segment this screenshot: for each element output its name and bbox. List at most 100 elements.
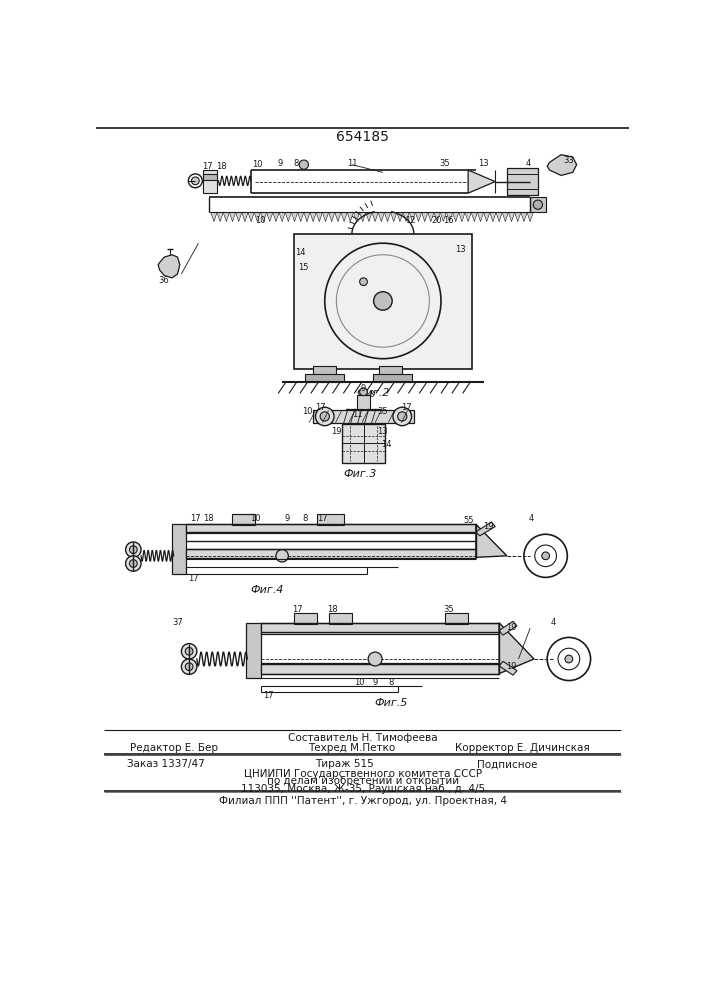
Bar [357, 395, 370, 409]
Bar [232, 514, 255, 525]
Bar [293, 613, 317, 624]
Text: 12: 12 [404, 216, 415, 225]
Text: 19: 19 [506, 623, 517, 632]
Text: Редактор Е. Бер: Редактор Е. Бер [129, 743, 218, 753]
Circle shape [565, 655, 573, 663]
Text: 17: 17 [263, 691, 274, 700]
Text: Техред М.Петко: Техред М.Петко [308, 743, 395, 753]
Text: 4: 4 [525, 159, 530, 168]
Text: 35: 35 [443, 605, 454, 614]
Circle shape [360, 388, 368, 396]
Bar [203, 170, 217, 193]
Polygon shape [416, 212, 421, 222]
Bar [313, 410, 414, 423]
Polygon shape [428, 212, 434, 222]
Text: 14: 14 [382, 440, 392, 449]
Polygon shape [341, 212, 347, 222]
Text: 16: 16 [443, 216, 454, 225]
Bar [445, 613, 468, 624]
Circle shape [182, 659, 197, 674]
Polygon shape [285, 212, 291, 222]
Text: Фиг.2: Фиг.2 [356, 388, 390, 398]
Polygon shape [468, 170, 495, 193]
Text: 17: 17 [315, 403, 326, 412]
Bar [507, 168, 538, 195]
Bar [172, 524, 186, 574]
Text: 17: 17 [317, 514, 328, 523]
Text: 33: 33 [563, 156, 574, 165]
Text: 4: 4 [529, 514, 534, 523]
Polygon shape [273, 212, 279, 222]
Polygon shape [499, 661, 517, 675]
Bar [346, 409, 380, 424]
Text: 17: 17 [189, 574, 199, 583]
Text: ЦНИИПИ Государственного комитета СССР: ЦНИИПИ Государственного комитета СССР [244, 769, 481, 779]
Polygon shape [230, 212, 235, 222]
Polygon shape [476, 522, 495, 536]
Polygon shape [372, 212, 378, 222]
Bar [313, 366, 337, 376]
Text: 10: 10 [252, 160, 262, 169]
Text: 36: 36 [158, 276, 169, 285]
Text: 8: 8 [388, 678, 393, 687]
Text: 9: 9 [373, 678, 378, 687]
Circle shape [126, 542, 141, 557]
Text: 9: 9 [277, 159, 282, 168]
Polygon shape [335, 212, 341, 222]
Polygon shape [465, 212, 472, 222]
Text: Составитель Н. Тимофеева: Составитель Н. Тимофеева [288, 733, 438, 743]
Circle shape [185, 647, 193, 655]
Polygon shape [304, 212, 310, 222]
Text: 17: 17 [401, 403, 411, 412]
Polygon shape [378, 212, 385, 222]
Polygon shape [508, 212, 515, 222]
Circle shape [276, 550, 288, 562]
Bar [186, 549, 476, 558]
Bar [186, 524, 476, 533]
Polygon shape [248, 212, 255, 222]
Text: Корректор Е. Дичинская: Корректор Е. Дичинская [455, 743, 590, 753]
Text: 10: 10 [303, 407, 313, 416]
Text: 10: 10 [250, 514, 260, 523]
Polygon shape [291, 212, 298, 222]
Text: 654185: 654185 [337, 130, 389, 144]
Polygon shape [322, 212, 329, 222]
Polygon shape [547, 155, 577, 175]
Polygon shape [521, 212, 527, 222]
Polygon shape [242, 212, 248, 222]
Text: 20: 20 [432, 216, 443, 225]
Bar [246, 623, 261, 678]
Text: 35: 35 [440, 159, 450, 168]
Circle shape [393, 407, 411, 426]
Polygon shape [527, 212, 533, 222]
Text: по делам изобретений и открытий: по делам изобретений и открытий [267, 776, 459, 786]
Polygon shape [316, 212, 322, 222]
Bar [293, 234, 472, 369]
Text: 55: 55 [463, 516, 474, 525]
Circle shape [542, 552, 549, 560]
Polygon shape [260, 212, 267, 222]
Polygon shape [385, 212, 391, 222]
Polygon shape [403, 212, 409, 222]
Polygon shape [499, 621, 517, 635]
Text: 8: 8 [368, 390, 374, 399]
Polygon shape [434, 212, 440, 222]
Polygon shape [310, 212, 316, 222]
Text: 17: 17 [190, 514, 201, 523]
Polygon shape [267, 212, 273, 222]
Text: 8: 8 [293, 159, 299, 168]
Circle shape [129, 560, 137, 567]
Circle shape [320, 412, 329, 421]
Text: 19: 19 [331, 427, 341, 436]
Text: 14: 14 [295, 248, 305, 257]
Circle shape [533, 200, 542, 209]
Bar [305, 374, 344, 382]
Text: 10: 10 [255, 216, 266, 225]
Text: Фиг.3: Фиг.3 [343, 469, 376, 479]
Circle shape [185, 663, 193, 671]
Bar [329, 613, 352, 624]
Polygon shape [223, 212, 230, 222]
Polygon shape [490, 212, 496, 222]
Polygon shape [421, 212, 428, 222]
Text: Филиал ППП ''Патент'', г. Ужгород, ул. Проектная, 4: Филиал ППП ''Патент'', г. Ужгород, ул. П… [218, 796, 507, 806]
